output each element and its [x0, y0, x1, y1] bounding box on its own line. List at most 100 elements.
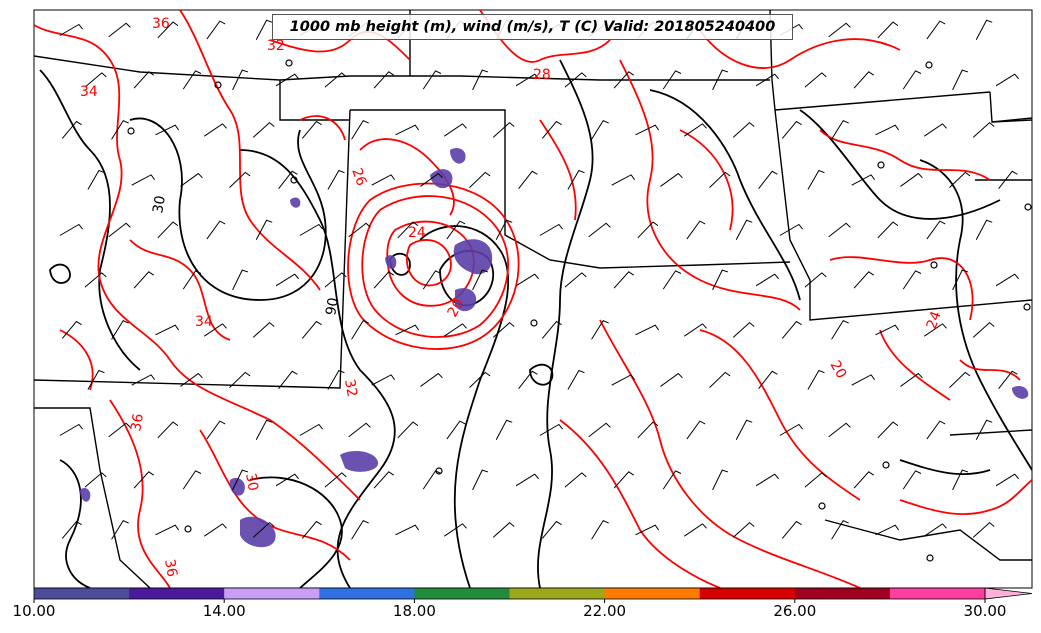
wind-barb	[518, 370, 538, 389]
colorbar-tick-label: 18.00	[392, 602, 436, 620]
wind-barb	[709, 171, 731, 189]
wind-barb	[108, 22, 131, 38]
temperature-contours	[34, 10, 1032, 588]
wind-barb	[541, 320, 562, 339]
wind-barb	[252, 121, 275, 138]
wind-barb	[949, 371, 971, 389]
wind-barb	[875, 124, 900, 136]
wind-barb	[371, 374, 396, 386]
wind-barb	[567, 369, 585, 390]
wind-barb	[84, 472, 107, 488]
wind-barb	[564, 72, 587, 88]
wind-barb	[926, 220, 946, 240]
wind-barb	[972, 121, 995, 138]
colorbar-segment	[129, 588, 225, 599]
wind-barb	[781, 320, 802, 339]
wind-barb	[155, 324, 180, 336]
wind-barb	[660, 372, 683, 387]
colorbar-segment	[509, 588, 606, 599]
wind-barb	[900, 372, 923, 387]
wind-barb	[351, 320, 369, 340]
wind-barb	[684, 323, 707, 337]
colorbar-segment	[794, 588, 891, 599]
wind-barb	[515, 73, 539, 87]
wind-barb	[637, 221, 659, 239]
wind-barb	[206, 220, 226, 240]
wind-barb	[755, 273, 779, 287]
wind-barb	[684, 123, 707, 137]
wind-barb	[299, 223, 324, 236]
wind-barb	[877, 421, 899, 439]
wind-barb	[807, 169, 825, 190]
wind-barb	[232, 69, 249, 91]
wind-barb	[613, 71, 635, 89]
wind-barb	[853, 271, 875, 289]
wind-barb	[133, 271, 155, 289]
wind-barb	[686, 420, 706, 440]
wind-barb	[539, 223, 564, 236]
temp-label: 36	[161, 558, 180, 578]
colorbar	[33, 587, 1033, 603]
wind-barb	[853, 471, 875, 489]
wind-barb	[518, 170, 538, 189]
wind-barb	[299, 423, 324, 436]
temp-label: 36	[128, 412, 147, 432]
wind-barb	[327, 369, 345, 390]
wind-barb	[275, 273, 299, 287]
station-circles	[127, 59, 1032, 562]
wind-barb	[758, 170, 778, 189]
wind-barb	[662, 470, 682, 490]
wind-barb	[108, 422, 131, 438]
wind-barb	[804, 472, 827, 488]
wind-barb	[278, 370, 298, 389]
wind-barb	[278, 170, 298, 189]
wind-barb	[975, 219, 993, 240]
wind-barb	[804, 72, 827, 88]
wind-barb	[995, 73, 1019, 87]
wind-barb	[828, 422, 851, 438]
wind-barb	[875, 324, 900, 336]
map-content: 36 34 32 28 26 24 32 34 36 20 20 24 36 3…	[34, 10, 1032, 588]
wind-barb	[444, 123, 467, 137]
wind-barb	[541, 120, 562, 139]
wind-barb	[926, 420, 946, 440]
wind-barb	[204, 523, 227, 537]
wind-barb	[755, 473, 779, 487]
wind-barb	[301, 520, 322, 539]
wind-barb	[84, 272, 107, 288]
wind-barb	[686, 220, 706, 240]
wind-barb	[324, 72, 347, 88]
wind-barb	[232, 269, 249, 291]
height-labels: 30 90	[150, 194, 342, 316]
wind-barb	[59, 423, 84, 436]
colorbar-segment	[604, 588, 701, 599]
wind-barb	[684, 523, 707, 537]
wind-barb	[662, 270, 682, 290]
colorbar-outline	[33, 587, 986, 600]
wind-barb	[373, 471, 395, 489]
wind-barb	[591, 120, 609, 140]
wind-barb	[232, 469, 249, 491]
wind-barb	[472, 269, 489, 291]
wind-barb	[157, 221, 179, 239]
wind-barb	[131, 374, 156, 386]
wind-barb	[395, 324, 420, 336]
wind-barb	[831, 320, 849, 340]
wind-barb	[902, 70, 922, 90]
wind-barb	[541, 520, 562, 539]
wind-barb	[972, 521, 995, 538]
wind-barb	[157, 21, 179, 39]
wind-barb	[255, 419, 273, 440]
wind-barb	[469, 371, 491, 389]
temp-label: 34	[80, 84, 98, 100]
wind-barb	[851, 374, 876, 386]
wind-barb	[204, 123, 227, 137]
wind-barb	[952, 69, 969, 91]
wind-barb	[755, 73, 779, 87]
wind-barb	[735, 419, 753, 440]
wind-barb	[182, 70, 202, 90]
wind-barb	[924, 123, 947, 137]
wind-barb	[853, 71, 875, 89]
colorbar-segment	[699, 588, 796, 599]
